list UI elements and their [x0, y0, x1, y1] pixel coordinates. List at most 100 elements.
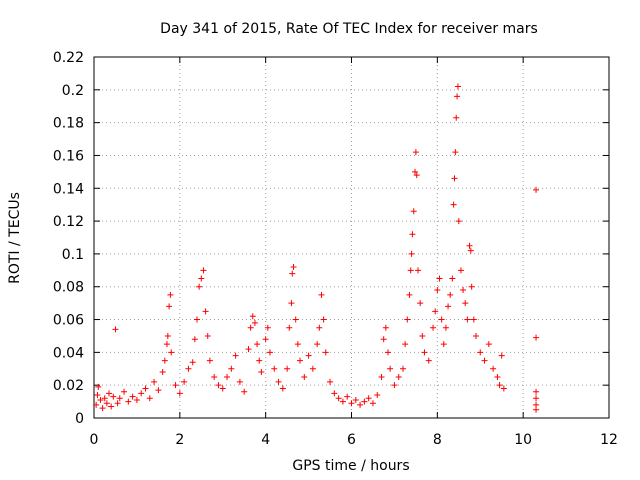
- data-point: [533, 395, 540, 402]
- data-point: [262, 336, 269, 343]
- data-point: [228, 365, 235, 372]
- data-point: [320, 316, 327, 323]
- data-point: [466, 242, 473, 249]
- data-point: [419, 332, 426, 339]
- data-point: [185, 365, 192, 372]
- data-point: [322, 349, 329, 356]
- data-point: [369, 400, 376, 407]
- data-point: [533, 334, 540, 341]
- data-point: [406, 291, 413, 298]
- data-point: [447, 291, 454, 298]
- data-point: [94, 392, 101, 399]
- data-point: [335, 395, 342, 402]
- data-point: [224, 373, 231, 380]
- data-point: [339, 398, 346, 405]
- data-point: [395, 373, 402, 380]
- data-point: [236, 378, 243, 385]
- data-point: [232, 352, 239, 359]
- y-axis-label: ROTI / TECUs: [7, 192, 23, 284]
- x-tick-label: 10: [514, 432, 532, 448]
- data-point: [189, 359, 196, 366]
- data-point: [129, 393, 136, 400]
- data-point: [378, 373, 385, 380]
- y-tick-label: 0.22: [53, 50, 84, 66]
- data-point: [206, 357, 213, 364]
- data-point: [168, 349, 175, 356]
- data-point: [460, 287, 467, 294]
- x-tick-label: 4: [261, 432, 270, 448]
- data-point: [404, 316, 411, 323]
- data-point: [440, 341, 447, 348]
- data-point: [415, 267, 422, 274]
- data-point: [266, 349, 273, 356]
- data-point: [297, 357, 303, 364]
- data-point: [425, 357, 432, 364]
- data-point: [290, 264, 297, 271]
- data-point: [196, 283, 203, 290]
- data-point: [202, 308, 209, 315]
- y-tick-label: 0.1: [62, 247, 84, 263]
- data-point: [464, 316, 471, 323]
- data-point: [468, 283, 475, 290]
- data-point: [211, 373, 218, 380]
- data-point: [316, 324, 323, 331]
- data-point: [286, 324, 293, 331]
- data-point: [241, 388, 248, 395]
- data-point: [138, 390, 145, 397]
- data-point: [155, 387, 162, 394]
- data-point: [215, 382, 222, 389]
- data-point: [161, 357, 168, 364]
- data-point: [309, 365, 316, 372]
- data-point: [357, 401, 364, 408]
- data-point: [181, 378, 188, 385]
- data-point: [219, 385, 226, 392]
- data-point: [481, 357, 488, 364]
- data-point: [421, 349, 428, 356]
- y-tick-label: 0.06: [53, 313, 84, 329]
- data-point: [125, 398, 132, 405]
- data-point: [533, 186, 540, 193]
- data-point: [99, 405, 106, 412]
- data-point: [254, 341, 261, 348]
- data-point: [434, 287, 441, 294]
- data-point: [442, 324, 449, 331]
- y-tick-labels: 0 0.02 0.04 0.06 0.08 0.1 0.12 0.14 0.16…: [53, 50, 84, 427]
- y-tick-label: 0.14: [53, 181, 84, 197]
- data-point: [374, 392, 381, 399]
- grid-lines: [94, 57, 609, 418]
- data-point: [382, 324, 389, 331]
- y-tick-label: 0.16: [53, 148, 84, 164]
- data-point: [289, 270, 296, 277]
- data-point: [455, 218, 462, 225]
- x-axis-label: GPS time / hours: [292, 458, 409, 474]
- y-tick-label: 0: [75, 411, 84, 427]
- y-tick-label: 0.04: [53, 345, 84, 361]
- y-tick-label: 0.02: [53, 378, 84, 394]
- data-point: [462, 300, 469, 307]
- chart-title: Day 341 of 2015, Rate Of TEC Index for r…: [160, 21, 538, 37]
- data-point: [204, 332, 211, 339]
- data-point: [410, 208, 417, 215]
- data-point: [485, 341, 492, 348]
- data-point: [467, 247, 474, 254]
- data-point: [412, 168, 419, 175]
- data-point: [275, 378, 282, 385]
- data-point: [101, 395, 108, 402]
- x-tick-label: 6: [347, 432, 356, 448]
- data-point: [327, 378, 334, 385]
- data-point: [498, 352, 505, 359]
- data-point: [380, 336, 387, 343]
- data-point: [133, 396, 140, 403]
- data-point: [445, 303, 452, 310]
- data-point: [305, 352, 312, 359]
- data-point: [245, 346, 252, 353]
- data-point: [198, 275, 205, 282]
- data-point: [417, 300, 424, 307]
- data-point: [294, 341, 301, 348]
- data-point: [93, 401, 100, 408]
- data-point: [95, 383, 102, 390]
- data-point: [114, 400, 121, 407]
- x-tick-label: 12: [600, 432, 618, 448]
